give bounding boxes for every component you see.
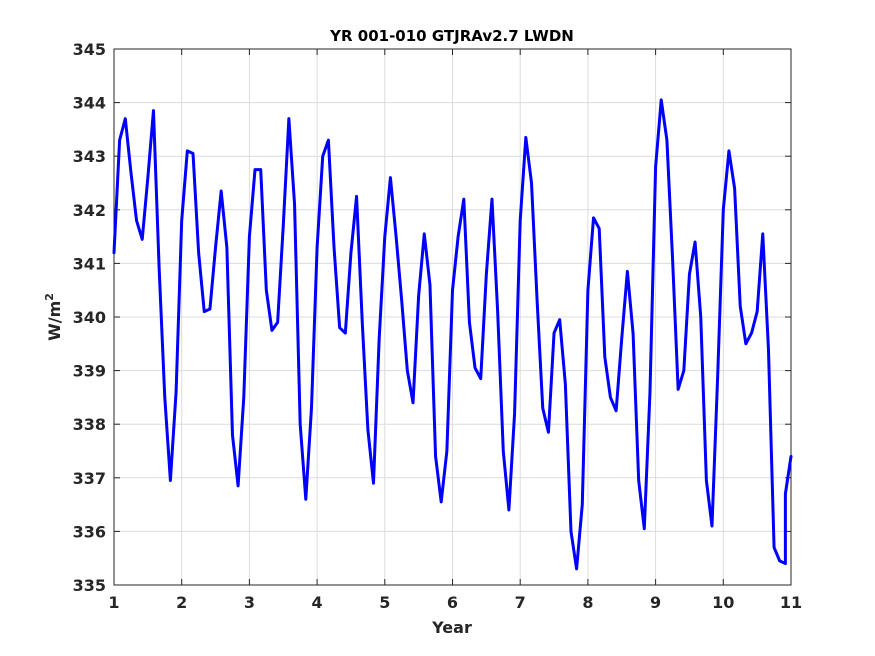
x-tick-label: 4 — [312, 593, 323, 612]
y-axis-label-superscript: 2 — [43, 293, 56, 301]
x-tick-label: 3 — [244, 593, 255, 612]
y-axis-label-main: W/m — [45, 301, 64, 341]
y-tick-label: 343 — [73, 147, 106, 166]
y-tick-label: 342 — [73, 201, 106, 220]
y-tick-label: 341 — [73, 254, 106, 273]
y-tick-label: 345 — [73, 40, 106, 59]
x-tick-label: 8 — [582, 593, 593, 612]
x-tick-label: 11 — [780, 593, 802, 612]
x-tick-label: 9 — [650, 593, 661, 612]
x-tick-label: 6 — [447, 593, 458, 612]
y-tick-label: 340 — [73, 308, 106, 327]
x-axis-label: Year — [431, 618, 472, 637]
y-tick-label: 338 — [73, 415, 106, 434]
x-tick-label: 1 — [108, 593, 119, 612]
x-tick-label: 2 — [176, 593, 187, 612]
series-line — [112, 98, 793, 571]
axis-ticks — [113, 48, 792, 586]
y-tick-label: 344 — [73, 94, 106, 113]
x-tick-labels: 1 2 3 4 5 6 7 8 9 10 11 — [108, 593, 802, 612]
x-tick-label: 10 — [712, 593, 734, 612]
y-tick-label: 337 — [73, 469, 106, 488]
x-tick-label: 7 — [515, 593, 526, 612]
x-tick-label: 5 — [379, 593, 390, 612]
y-axis-label: W/m2 — [43, 293, 64, 341]
chart-title: YR 001-010 GTJRAv2.7 LWDN — [329, 27, 574, 45]
y-tick-label: 335 — [73, 576, 106, 595]
y-tick-labels: 335 336 337 338 339 340 341 342 343 344 345 — [73, 40, 106, 595]
y-tick-label: 339 — [73, 362, 106, 381]
y-tick-label: 336 — [73, 522, 106, 541]
